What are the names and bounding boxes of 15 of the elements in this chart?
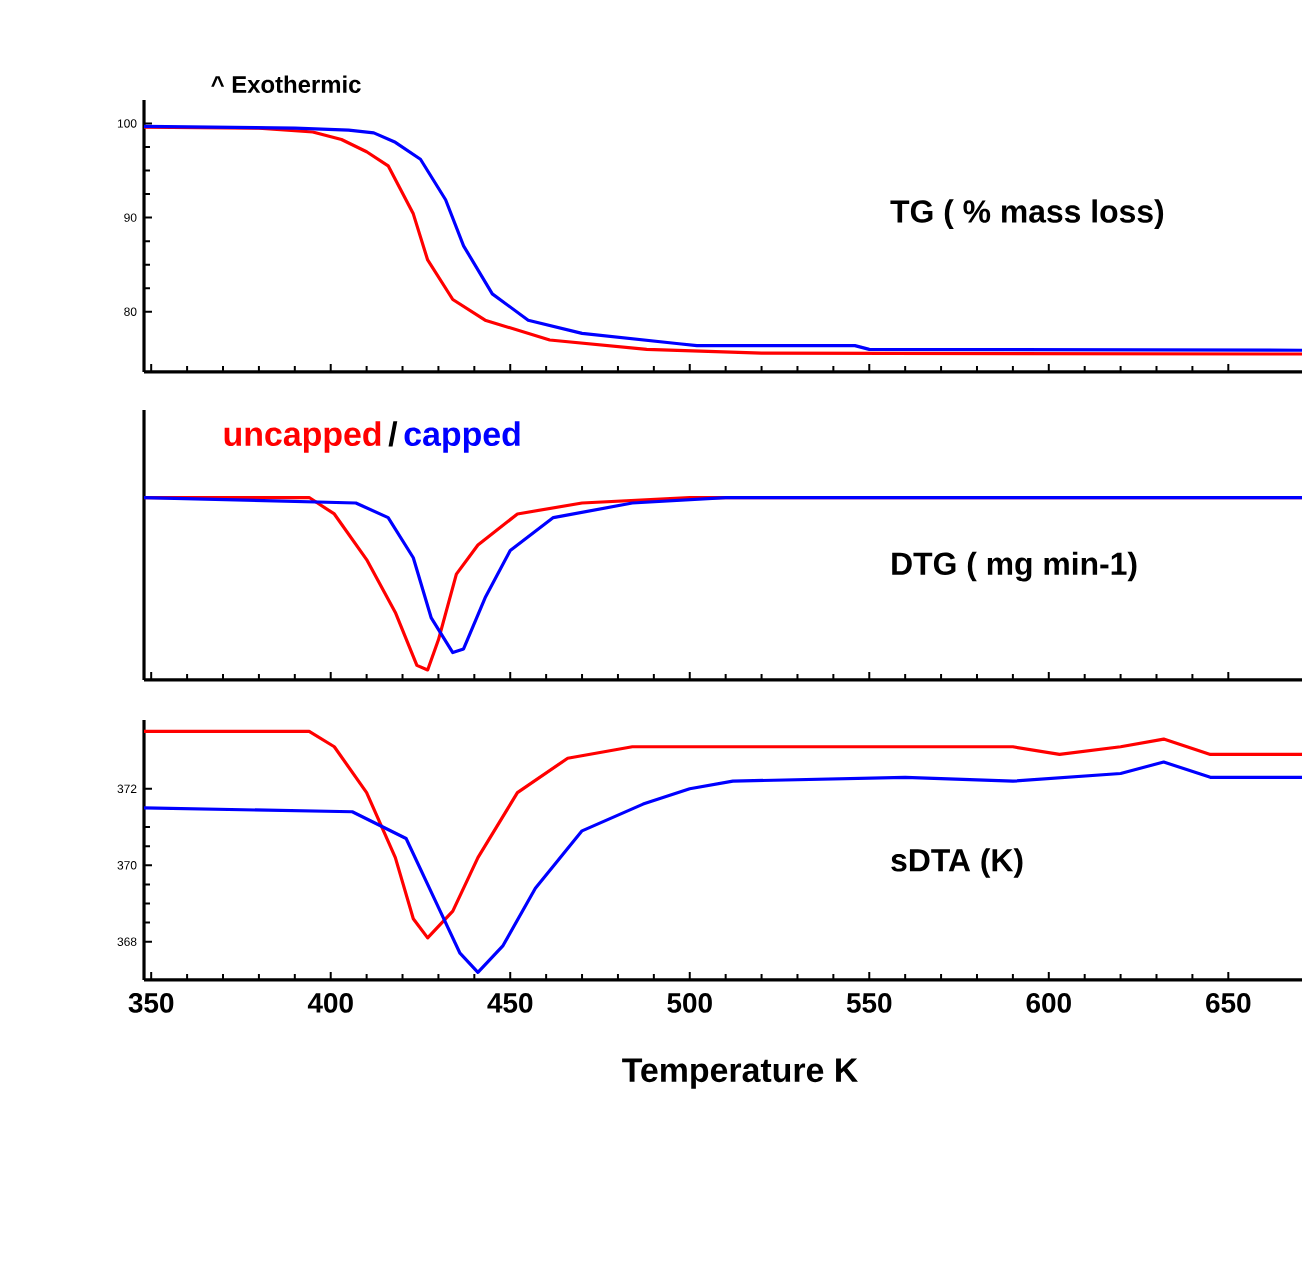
text: TG ( % mass loss) [890, 199, 1164, 230]
series-label: capped [404, 421, 520, 453]
series-label: uncapped [224, 421, 381, 453]
x-tick-label: 650 [1206, 992, 1251, 1013]
text: / [388, 421, 398, 447]
x-tick-label: 450 [487, 992, 533, 1013]
x-tick-label: 600 [1026, 992, 1071, 1013]
x-axis-title: Temperature K [622, 1058, 858, 1089]
x-tick-label: 350 [128, 992, 174, 1013]
x-tick-label: 400 [307, 992, 353, 1013]
text: ^ Exothermic [211, 75, 361, 93]
x-tick-label: 500 [667, 992, 712, 1013]
text: sDTA (K) [891, 848, 1023, 878]
x-tick-label: 550 [846, 992, 892, 1013]
text: DTG ( mg min-1) [892, 551, 1137, 582]
